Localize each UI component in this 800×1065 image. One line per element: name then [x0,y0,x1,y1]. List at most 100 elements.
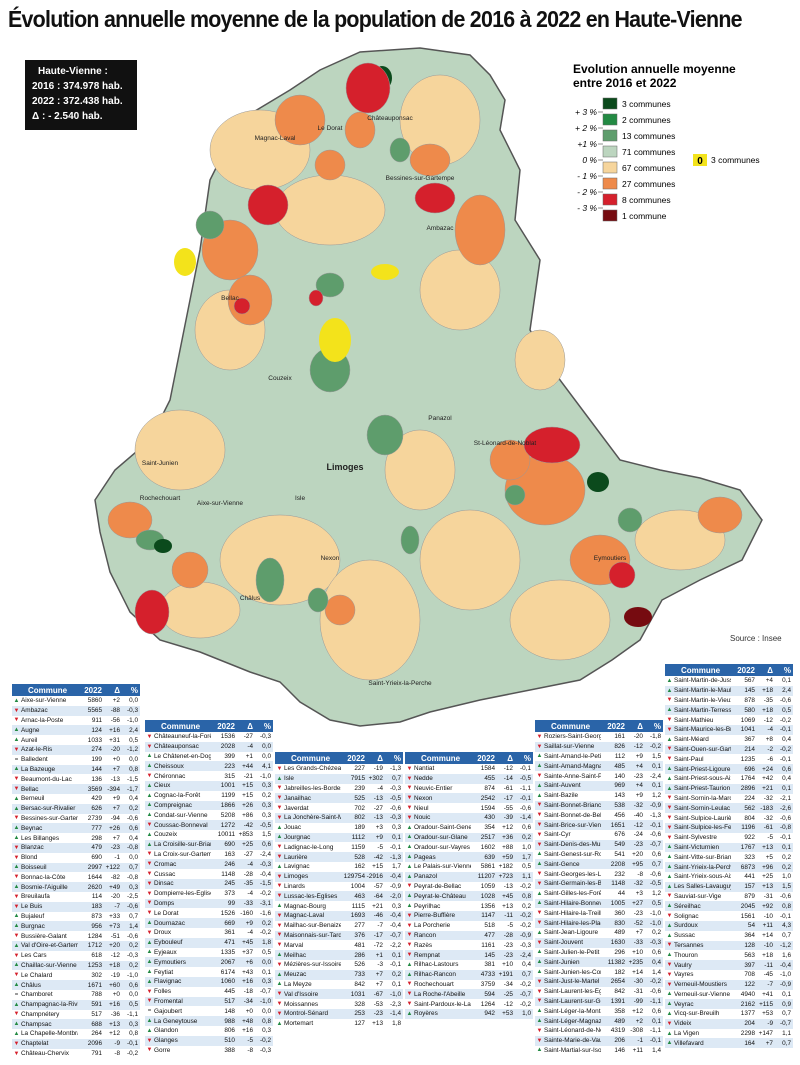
trend-icon: ▲ [406,873,413,880]
cell: -0,6 [389,804,401,812]
cell: -0,4 [389,873,401,881]
cell: +44 [242,762,253,770]
cell: -0,8 [126,873,138,881]
cell: -31 [633,988,643,996]
cell: -0,1 [519,794,531,802]
table-row: ▲ Saint-Gence 2208 +95 0,7 [535,859,663,870]
trend-icon: ▲ [536,890,543,897]
cell: 1159 [351,843,365,851]
table-row: ▲ Verneuil-sur-Vienne 4940 +41 0,1 [665,989,793,1000]
cell: 1526 [220,909,235,917]
cell: 0,0 [129,991,138,999]
cell: 830 [614,919,625,927]
legend-swatch [602,145,618,158]
cell: Bussière-Galant [21,932,67,940]
table-row: ▼ Dinsac 245 -35 -1,5 [145,878,273,889]
trend-icon: ▼ [666,717,673,724]
cell: 112 [614,752,625,760]
cell: Marval [284,941,304,949]
cell: +0 [112,756,120,764]
trend-icon: ▼ [406,952,413,959]
cell: Tersannes [674,941,704,949]
cell: Saint-Amand-le-Petit [544,752,601,760]
cell: -32 [763,814,773,822]
cell: 127 [354,1020,365,1028]
trend-icon: ▼ [276,1001,283,1008]
cell: -82 [110,873,120,881]
table-row: ▲ La Vigen 2298 +147 1,1 [665,1028,793,1039]
cell: -42 [243,821,253,829]
cell: Saint-Yrieix-la-Perche [674,863,731,871]
cell: +10 [632,948,643,956]
cell: 0,3 [262,1027,271,1035]
cell: 0,6 [652,850,661,858]
table-row: ▲Le Châtenet-en-Dognon 399 +1 0,0 [145,751,273,762]
cell: -0,1 [779,834,791,842]
table-row: ▼Saint-Maurice-les-Brousses 1041 -4 -0,1 [665,724,793,735]
table-row: ▼ Dompierre-les-Églises 373 -4 -0,2 [145,888,273,899]
legend-label: 67 communes [622,163,675,173]
cell: -2,4 [519,951,531,959]
cell: Saint-Ouen-sur-Gartempe [674,745,731,753]
table-row: ▲ La Bazeuge 144 +7 0,8 [12,764,140,775]
cell: Saint-Junien-les-Combes [544,968,601,976]
cell: +182 [498,863,513,871]
cell: 0,2 [129,942,138,950]
communes-beige [134,74,726,681]
cell: 0,2 [782,853,791,861]
table-row: ▼ Saint-Just-le-Martel 2654 -30 -0,2 [535,976,663,987]
cell: -3,1 [259,899,271,907]
cell: +15 [242,782,253,790]
table-row: ▲ Chaillac-sur-Vienne 1253 +18 0,2 [12,960,140,971]
cell: -0,3 [519,941,531,949]
cell: 1,7 [392,863,401,871]
trend-icon: ▼ [666,697,673,704]
cell: -0,3 [389,784,401,792]
cell: -10 [763,941,773,949]
trend-icon: ▼ [406,765,413,772]
trend-icon: ▼ [13,815,20,822]
table-row: ▼ Janailhac 525 -13 -0,5 [275,793,403,804]
cell: -0,1 [519,765,531,773]
table-row: ▼Saint-Léonard-de-Noblat 4319 -308 -1,1 [535,1025,663,1036]
cell: -4 [247,929,253,937]
cell: 0,6 [782,765,791,773]
commune-dark-red [624,607,652,627]
cell: -19 [110,971,120,979]
table-row: ▲ La Geneytouse 988 +48 0,8 [145,1016,273,1026]
cell: 1,0 [782,873,791,881]
cell: +7 [112,834,120,842]
column-header: % [783,665,791,675]
cell: 274 [91,746,102,754]
table-row: ▼ Saint-Paul 1235 -6 -0,1 [665,754,793,765]
legend-scale-label: + 3 % [575,107,597,117]
cell: Sauviat-sur-Vige [674,892,722,900]
cell: Solignac [674,912,699,920]
trend-icon: ▼ [146,910,153,917]
cell: 430 [484,814,495,822]
trend-icon: ▼ [276,765,283,772]
table-row: ▲ Compreignac 1866 +26 0,3 [145,800,273,811]
table-row: ▲ Glandon 806 +16 0,3 [145,1025,273,1036]
cell: +25 [242,841,253,849]
table-row: ▼Saint-Hilaire-les-Places 830 -52 -1,0 [535,918,663,928]
trend-icon: ▲ [13,913,20,920]
cell: -2916 [366,873,383,881]
cell: 1,1 [522,873,531,881]
table-row: = Chamboret 788 +0 0,0 [12,989,140,1000]
cell: Limoges [284,873,309,881]
table-row: ▲ Les Billanges 298 +7 0,4 [12,833,140,843]
trend-icon: ▲ [666,873,673,880]
cell: -52 [633,919,643,927]
column-header: Commune [421,753,461,763]
trend-icon: ▲ [406,971,413,978]
cell: 239 [354,784,365,792]
cell: 227 [354,765,365,773]
trend-icon: ▼ [666,893,673,900]
cell: Rilhac-Rancon [414,971,456,979]
map-labels: Limoges Saint-Junien Bellac Saint-Yrieix-la… [140,115,627,687]
trend-icon: ▼ [536,802,543,809]
cell: 245 [224,880,235,888]
trend-icon: ▲ [666,1010,673,1017]
trend-icon: ▼ [146,773,153,780]
